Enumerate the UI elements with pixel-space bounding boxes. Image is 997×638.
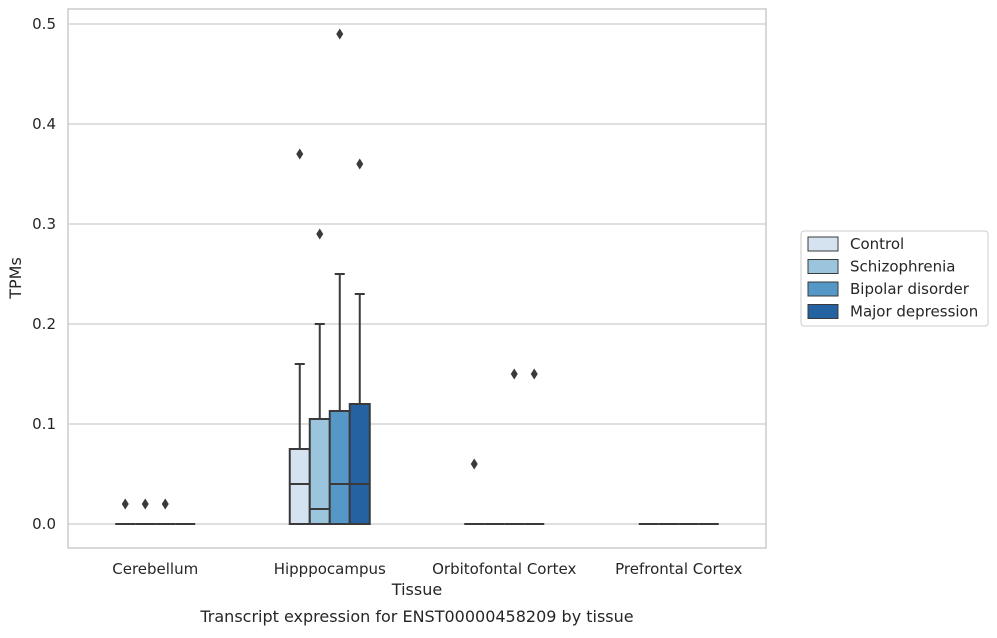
y-tick-label: 0.4 [32,115,56,133]
box [328,28,351,525]
x-axis-label: Tissue [391,580,442,599]
box-body [348,403,371,525]
legend-swatch [807,259,839,274]
x-tick-label: Orbitofontal Cortex [432,560,576,578]
legend-swatch [807,281,839,297]
outlier-point [470,458,478,470]
legend-item: Major depression [807,303,978,321]
box-body [288,448,311,525]
x-tick-label: Hipppocampus [274,560,386,578]
plot-frame [67,8,767,549]
y-tick-label: 0.2 [32,315,56,333]
series-bipolar-disorder [155,28,699,525]
box [288,148,311,525]
series-major-depression [175,158,719,525]
box [135,498,156,525]
box-body [328,410,351,525]
x-axis-ticks: Cerebellum Hipppocampus Orbitofontal Corte… [112,560,742,578]
series-control [115,148,659,525]
legend-label: Schizophrenia [850,258,955,276]
y-tick-label: 0.0 [32,515,56,533]
series-schizophrenia [135,228,679,525]
box-series-layer [115,28,719,525]
y-tick-label: 0.1 [32,415,56,433]
box [155,498,176,525]
outlier-point [141,498,149,510]
grid-lines [68,23,766,525]
legend-frame [800,230,989,327]
outlier-point [121,498,129,510]
box [115,498,136,525]
y-tick-label: 0.5 [32,15,56,33]
outlier-point [296,148,304,160]
legend-label: Major depression [850,303,978,321]
y-axis-label: TPMs [6,257,25,300]
outlier-point [356,158,364,170]
outlier-point [530,368,538,380]
outlier-point [336,28,344,40]
x-tick-label: Cerebellum [112,560,198,578]
outlier-point [316,228,324,240]
outlier-point [161,498,169,510]
legend-label: Control [850,235,904,253]
box [524,368,545,525]
outlier-point [510,368,518,380]
legend-swatch [807,304,839,319]
legend: Control Schizophrenia Bipolar disorder Majo… [800,230,989,327]
box [348,158,371,525]
legend-item: Bipolar disorder [807,280,970,298]
y-axis-ticks: 0.0 0.1 0.2 0.3 0.4 0.5 [32,15,56,533]
legend-items: Control Schizophrenia Bipolar disorder Majo… [807,235,978,321]
box [504,368,525,525]
box [464,458,485,525]
box [308,228,331,525]
x-tick-label: Prefrontal Cortex [615,560,742,578]
legend-label: Bipolar disorder [850,280,970,298]
chart-title: Transcript expression for ENST0000045820… [199,607,633,626]
y-tick-label: 0.3 [32,215,56,233]
legend-item: Schizophrenia [807,258,955,276]
legend-item: Control [807,235,904,253]
legend-swatch [807,236,839,252]
